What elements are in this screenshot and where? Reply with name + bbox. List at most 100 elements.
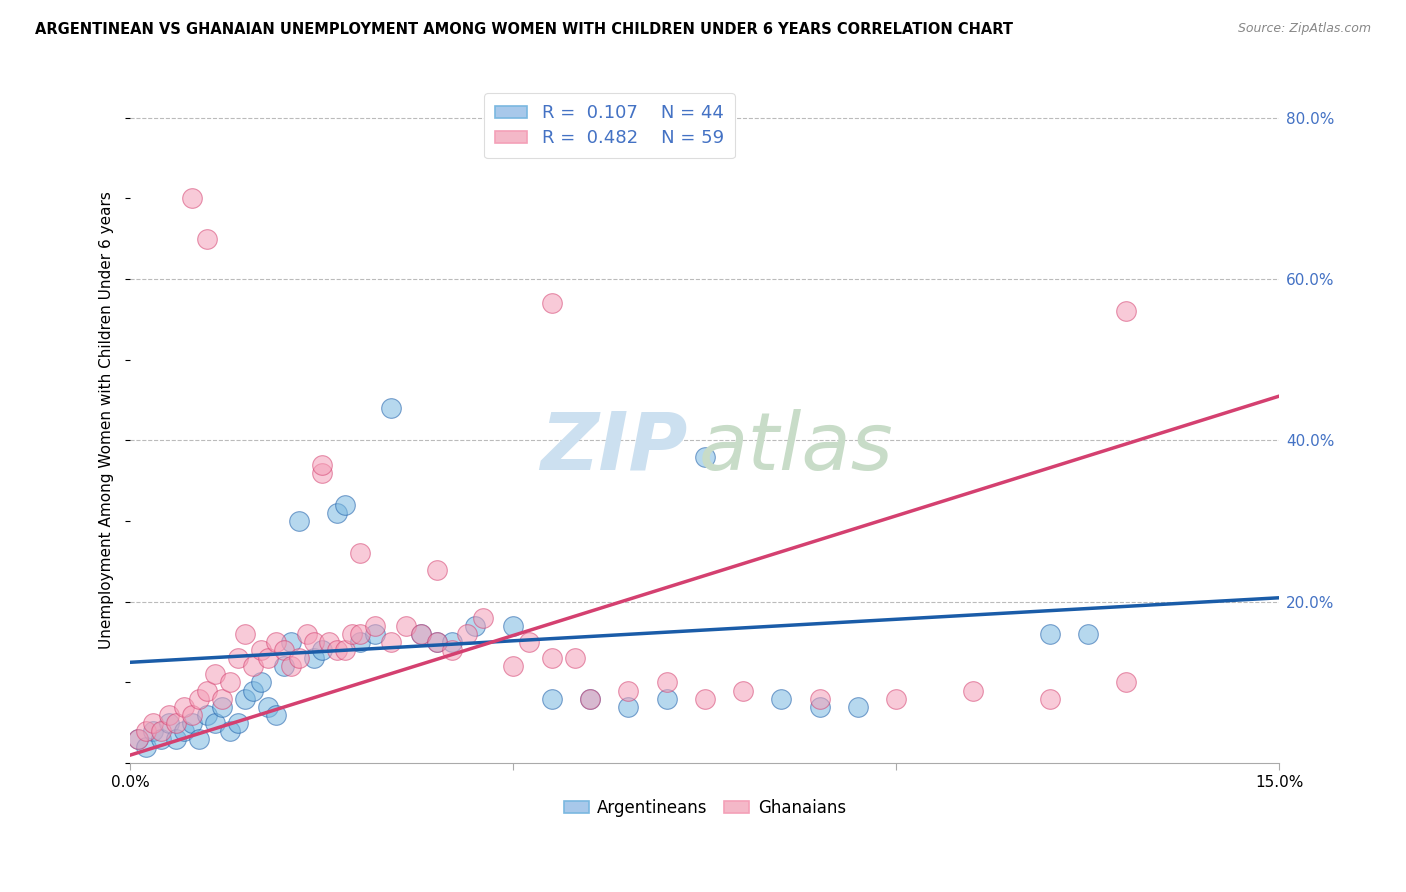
Point — [280, 659, 302, 673]
Point — [211, 699, 233, 714]
Point — [517, 635, 540, 649]
Text: ZIP: ZIP — [540, 409, 688, 487]
Point — [242, 659, 264, 673]
Legend: Argentineans, Ghanaians: Argentineans, Ghanaians — [557, 792, 852, 823]
Point — [770, 691, 793, 706]
Point — [219, 675, 242, 690]
Point — [395, 619, 418, 633]
Point — [311, 458, 333, 472]
Point — [195, 707, 218, 722]
Point — [326, 643, 349, 657]
Point — [1115, 675, 1137, 690]
Point — [349, 627, 371, 641]
Point — [188, 691, 211, 706]
Point — [808, 691, 831, 706]
Point — [342, 627, 364, 641]
Point — [211, 691, 233, 706]
Point — [693, 691, 716, 706]
Point — [564, 651, 586, 665]
Point — [180, 715, 202, 730]
Point — [808, 699, 831, 714]
Point — [226, 651, 249, 665]
Point — [233, 627, 256, 641]
Point — [295, 627, 318, 641]
Point — [617, 699, 640, 714]
Point — [311, 466, 333, 480]
Point — [441, 635, 464, 649]
Point — [441, 643, 464, 657]
Point — [173, 699, 195, 714]
Point — [655, 691, 678, 706]
Point — [380, 401, 402, 416]
Point — [326, 506, 349, 520]
Point — [1038, 691, 1060, 706]
Point — [502, 619, 524, 633]
Y-axis label: Unemployment Among Women with Children Under 6 years: Unemployment Among Women with Children U… — [100, 192, 114, 649]
Point — [617, 683, 640, 698]
Point — [142, 715, 165, 730]
Text: ARGENTINEAN VS GHANAIAN UNEMPLOYMENT AMONG WOMEN WITH CHILDREN UNDER 6 YEARS COR: ARGENTINEAN VS GHANAIAN UNEMPLOYMENT AMO… — [35, 22, 1014, 37]
Point — [502, 659, 524, 673]
Point — [302, 635, 325, 649]
Point — [204, 667, 226, 681]
Text: atlas: atlas — [699, 409, 894, 487]
Point — [318, 635, 340, 649]
Point — [188, 731, 211, 746]
Point — [693, 450, 716, 464]
Point — [135, 739, 157, 754]
Point — [302, 651, 325, 665]
Point — [288, 651, 311, 665]
Point — [264, 635, 287, 649]
Point — [180, 191, 202, 205]
Point — [142, 723, 165, 738]
Point — [149, 731, 172, 746]
Point — [226, 715, 249, 730]
Point — [249, 643, 271, 657]
Point — [173, 723, 195, 738]
Point — [242, 683, 264, 698]
Point — [149, 723, 172, 738]
Point — [733, 683, 755, 698]
Point — [364, 627, 387, 641]
Point — [349, 635, 371, 649]
Point — [195, 232, 218, 246]
Point — [426, 562, 449, 576]
Point — [273, 659, 295, 673]
Point — [333, 498, 356, 512]
Point — [157, 707, 180, 722]
Point — [426, 635, 449, 649]
Point — [280, 635, 302, 649]
Point — [884, 691, 907, 706]
Point — [264, 707, 287, 722]
Point — [846, 699, 869, 714]
Point — [411, 627, 433, 641]
Point — [204, 715, 226, 730]
Point — [655, 675, 678, 690]
Point — [456, 627, 478, 641]
Point — [349, 546, 371, 560]
Point — [219, 723, 242, 738]
Text: Source: ZipAtlas.com: Source: ZipAtlas.com — [1237, 22, 1371, 36]
Point — [180, 707, 202, 722]
Point — [1115, 304, 1137, 318]
Point — [579, 691, 602, 706]
Point — [1077, 627, 1099, 641]
Point — [249, 675, 271, 690]
Point — [540, 296, 562, 310]
Point — [135, 723, 157, 738]
Point — [411, 627, 433, 641]
Point — [579, 691, 602, 706]
Point — [333, 643, 356, 657]
Point — [364, 619, 387, 633]
Point — [233, 691, 256, 706]
Point — [380, 635, 402, 649]
Point — [311, 643, 333, 657]
Point — [288, 514, 311, 528]
Point — [165, 731, 187, 746]
Point — [471, 611, 494, 625]
Point — [962, 683, 984, 698]
Point — [273, 643, 295, 657]
Point — [464, 619, 486, 633]
Point — [157, 715, 180, 730]
Point — [257, 699, 280, 714]
